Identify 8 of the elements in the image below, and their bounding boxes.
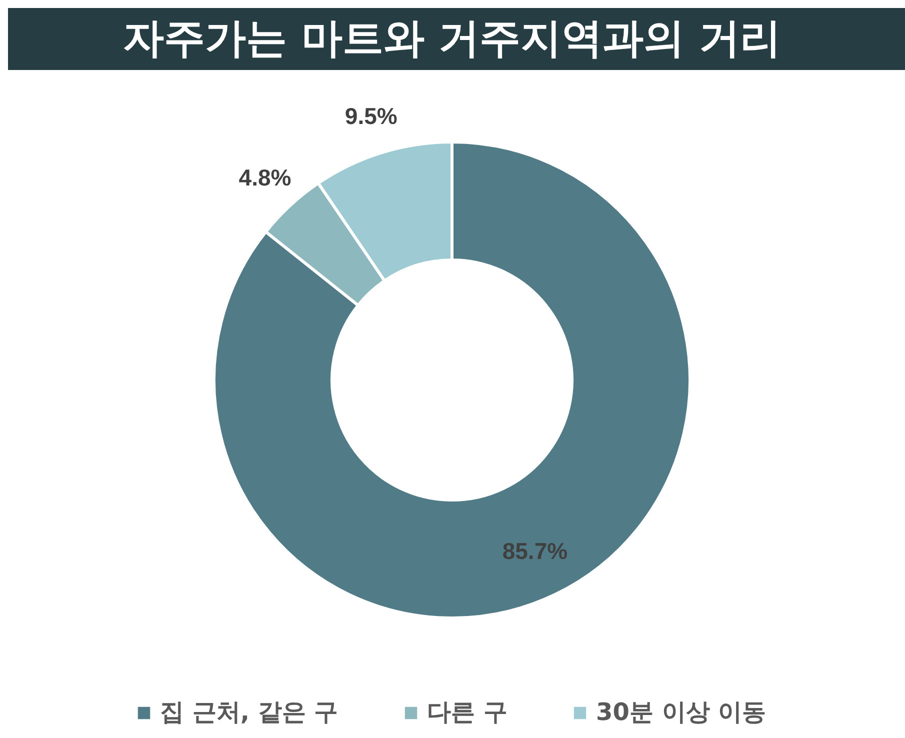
donut-slice	[212, 140, 692, 620]
data-label: 85.7%	[502, 538, 568, 564]
data-label: 4.8%	[238, 164, 292, 190]
legend-label: 집 근처, 같은 구	[160, 698, 338, 726]
legend-label: 다른 구	[427, 698, 508, 726]
legend-label: 30분 이상 이동	[596, 698, 766, 726]
data-label: 9.5%	[344, 103, 398, 130]
chart-title: 자주가는 마트와 거주지역과의 거리	[123, 14, 781, 62]
